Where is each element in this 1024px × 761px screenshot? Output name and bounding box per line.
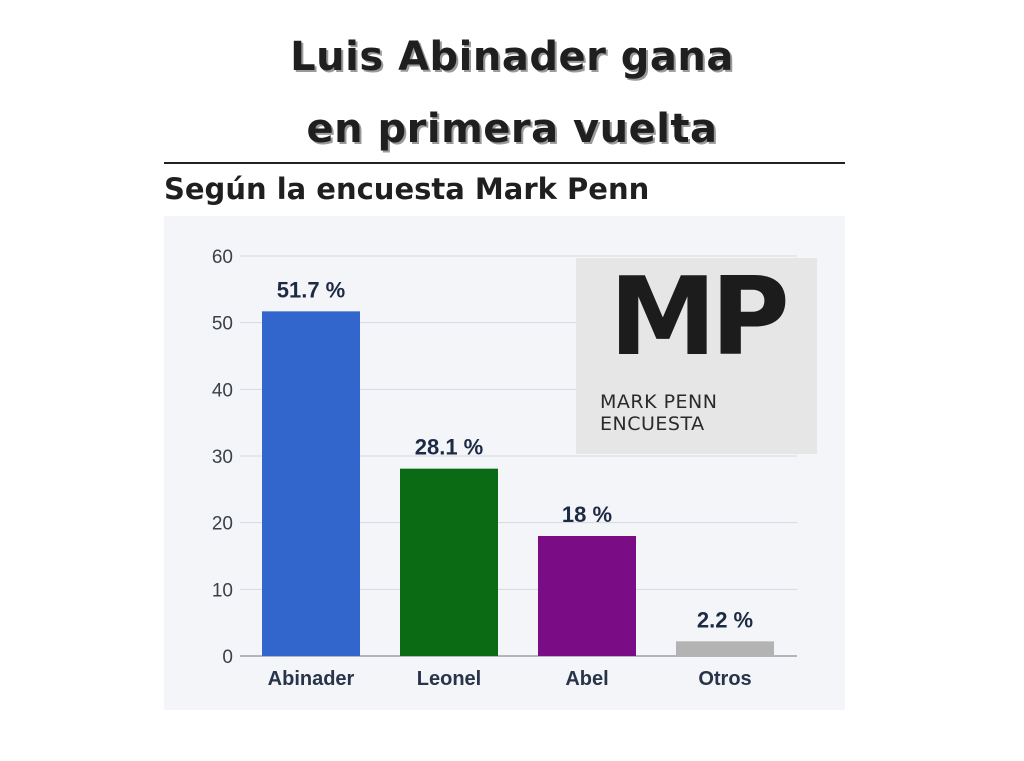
divider [164,162,845,164]
y-tick-label: 50 [212,314,233,335]
y-tick-label: 20 [212,514,233,535]
headline-line-1: Luis Abinader gana [290,34,734,80]
data-label: 2.2 % [697,607,753,632]
x-axis-labels: Abinader Leonel Abel Otros [268,668,752,690]
headline-line-2: en primera vuelta [306,106,718,152]
subtitle: Según la encuesta Mark Penn [164,172,650,206]
x-tick-label: Abinader [268,668,355,690]
y-tick-label: 0 [222,647,233,668]
logo-text-line-1: MARK PENN [600,391,718,413]
bar-otros [676,641,774,656]
bar-leonel [400,468,498,656]
y-tick-label: 60 [212,247,233,268]
data-label: 18 % [562,502,612,527]
data-label: 28.1 % [415,435,484,460]
y-tick-label: 40 [212,380,233,401]
y-tick-label: 30 [212,447,233,468]
y-axis-ticks: 0 10 20 30 40 50 60 [212,247,233,668]
data-label: 51.7 % [277,277,346,302]
logo-text-line-2: ENCUESTA [600,413,705,435]
x-tick-label: Otros [698,668,751,690]
x-tick-label: Leonel [417,668,481,690]
y-tick-label: 10 [212,580,233,601]
bar-abinader [262,311,360,656]
bars [262,311,774,656]
x-tick-label: Abel [565,668,608,690]
bar-abel [538,536,636,656]
data-labels: 51.7 % 28.1 % 18 % 2.2 % [277,277,753,632]
logo-mark: MP [609,255,790,380]
mark-penn-logo: MP MARK PENN ENCUESTA [576,258,817,454]
